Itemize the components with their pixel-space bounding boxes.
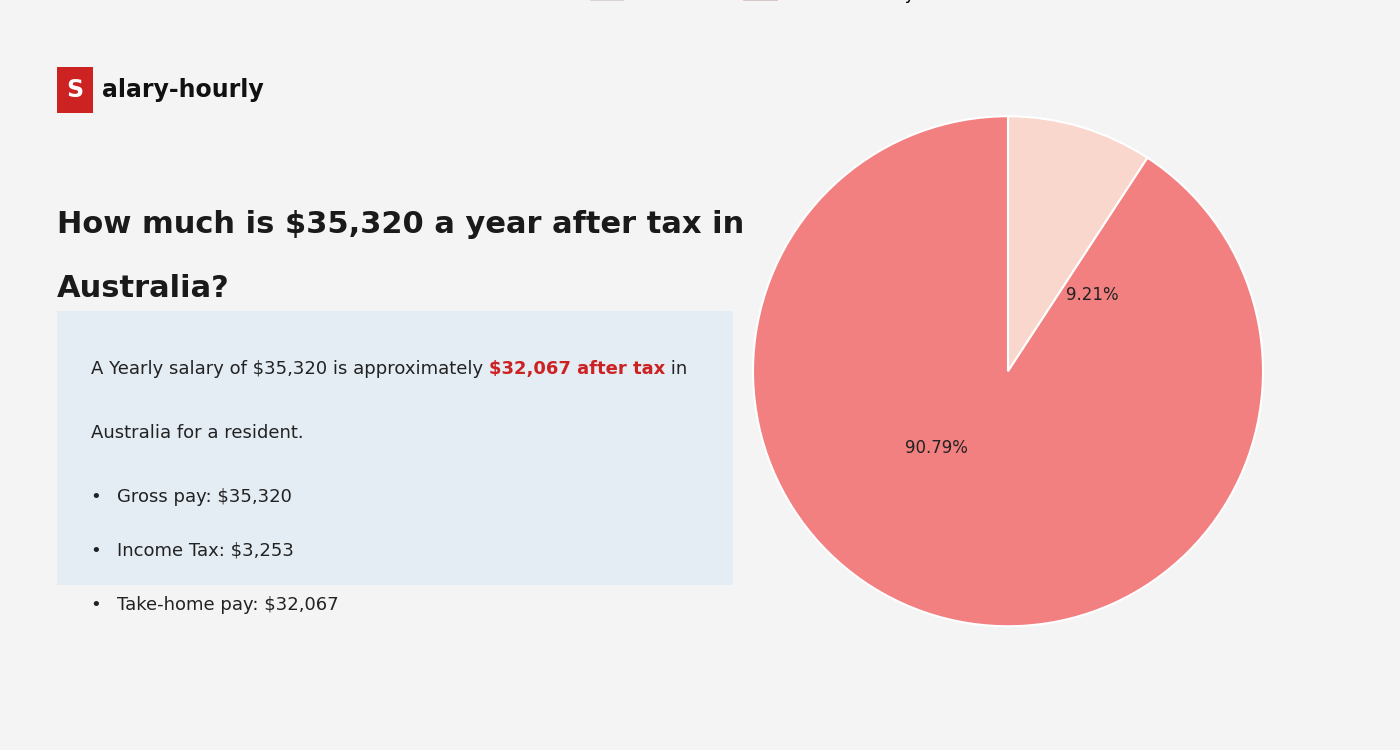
Text: in: in xyxy=(665,360,687,378)
Text: Take-home pay: $32,067: Take-home pay: $32,067 xyxy=(118,596,339,613)
Text: $32,067 after tax: $32,067 after tax xyxy=(489,360,665,378)
Text: 9.21%: 9.21% xyxy=(1065,286,1119,304)
Wedge shape xyxy=(753,116,1263,626)
Text: •: • xyxy=(91,596,101,613)
Text: Australia for a resident.: Australia for a resident. xyxy=(91,424,304,442)
Text: 90.79%: 90.79% xyxy=(906,439,967,457)
Text: Gross pay: $35,320: Gross pay: $35,320 xyxy=(118,488,293,506)
Text: •: • xyxy=(91,542,101,560)
FancyBboxPatch shape xyxy=(56,67,92,113)
Wedge shape xyxy=(1008,116,1148,371)
Text: •: • xyxy=(91,488,101,506)
FancyBboxPatch shape xyxy=(56,311,734,585)
Text: alary-hourly: alary-hourly xyxy=(102,78,263,102)
Text: S: S xyxy=(66,78,84,102)
Text: Australia?: Australia? xyxy=(56,274,230,303)
Text: A Yearly salary of $35,320 is approximately: A Yearly salary of $35,320 is approximat… xyxy=(91,360,489,378)
Text: Income Tax: $3,253: Income Tax: $3,253 xyxy=(118,542,294,560)
Text: How much is $35,320 a year after tax in: How much is $35,320 a year after tax in xyxy=(56,210,743,239)
Legend: Income Tax, Take-home Pay: Income Tax, Take-home Pay xyxy=(582,0,921,9)
